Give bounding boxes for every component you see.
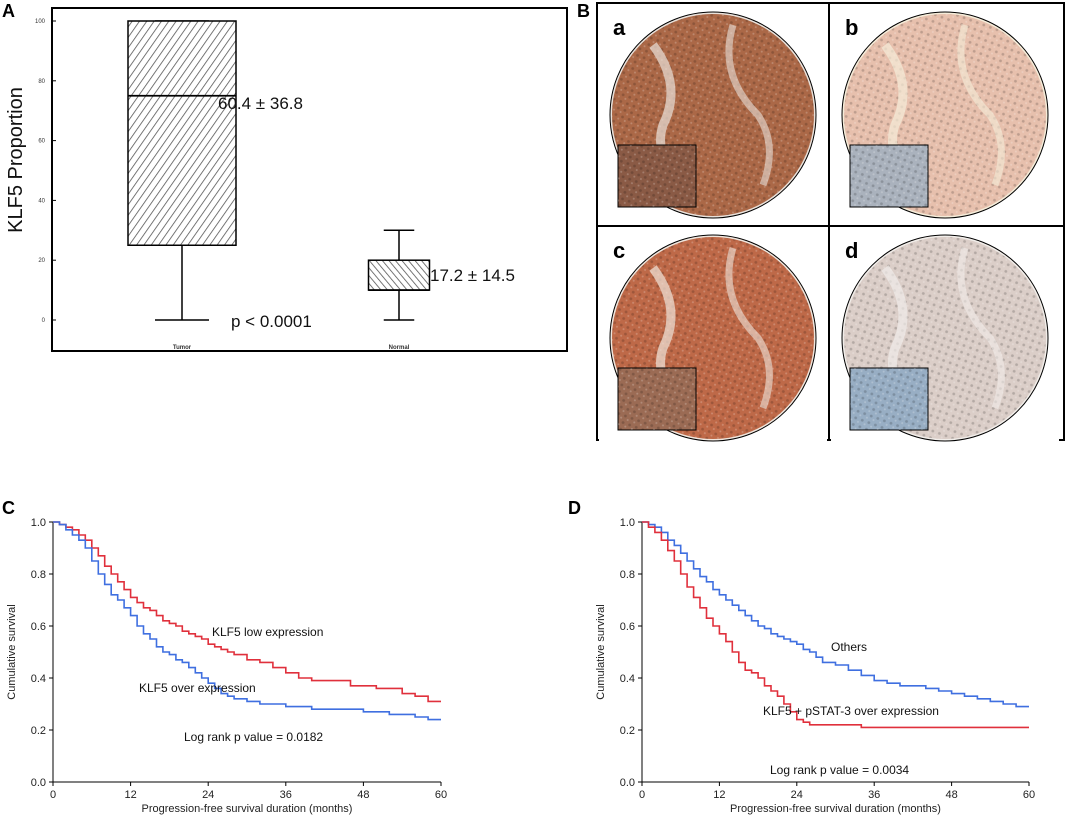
- panel-c-ytick-label: 0.4: [31, 673, 46, 685]
- box-annotation: 60.4 ± 36.8: [218, 94, 303, 113]
- panel-a-ytick-label: 40: [38, 198, 45, 204]
- panel-a-ytick-label: 80: [38, 79, 45, 85]
- panel-a-pvalue: p < 0.0001: [231, 312, 312, 331]
- box-category-label: Normal: [389, 345, 410, 351]
- ihc-label-c: c: [613, 238, 625, 263]
- panel-d-xtick-label: 36: [868, 789, 880, 801]
- ihc-stroma: [725, 246, 773, 410]
- panel-d-ytick-label: 0.0: [620, 777, 635, 789]
- panel-letter-a: A: [2, 1, 15, 21]
- ihc-label-d: d: [845, 238, 858, 263]
- panel-b-frame: [596, 2, 1065, 441]
- panel-c-series-klf5-low-expression: [53, 521, 441, 703]
- ihc-stroma: [957, 246, 1005, 410]
- panel-d-xtick-label: 0: [639, 789, 645, 801]
- panel-d-ytick-label: 1.0: [620, 517, 635, 529]
- panel-a-yaxis: 0 20 40 60 80 100: [35, 19, 56, 324]
- panel-c-label-over: KLF5 over expression: [139, 681, 256, 695]
- panel-c-xlabel: Progression-free survival duration (mont…: [142, 803, 353, 815]
- panel-d-series-others: [642, 521, 1029, 708]
- panel-c-ylabel: Cumulative survival: [6, 604, 18, 699]
- box-tumor: [127, 20, 237, 246]
- ihc-image-a: a: [599, 5, 827, 224]
- panel-d-label-others: Others: [831, 640, 867, 654]
- panel-a-ytick-label: 20: [38, 258, 45, 264]
- panel-d-xtick-label: 24: [791, 789, 803, 801]
- panel-c-xtick-label: 24: [202, 789, 214, 801]
- panel-c-xtick-label: 12: [124, 789, 136, 801]
- box-category-label: Tumor: [173, 345, 192, 351]
- panel-c-ytick-label: 0.6: [31, 621, 46, 633]
- panel-c-ytick-label: 0.2: [31, 725, 46, 737]
- ihc-stroma: [957, 23, 1005, 187]
- panel-d-ylabel: Cumulative survival: [595, 604, 607, 699]
- panel-c-ytick-label: 1.0: [31, 517, 46, 529]
- panel-c-chart: 0.0 0.2 0.4 0.6 0.8 1.0 0 12 24 36 48 60 Progression…: [6, 517, 447, 815]
- panel-c-ytick-label: 0.0: [31, 777, 46, 789]
- panel-letter-b: B: [577, 1, 590, 21]
- panel-c-series-klf5-over-expression: [53, 521, 441, 721]
- panel-a-ytick-label: 0: [42, 318, 46, 324]
- panel-d-ytick-label: 0.4: [620, 673, 635, 685]
- panel-a-boxes: 60.4 ± 36.8 Tumor 17.2 ± 14.5 Normal: [127, 20, 515, 351]
- ihc-image-d: d: [831, 228, 1059, 447]
- panel-c-logrank: Log rank p value = 0.0182: [184, 730, 323, 744]
- panel-a-ytick-label: 100: [35, 19, 46, 25]
- panel-d-ytick-label: 0.6: [620, 621, 635, 633]
- panel-d-xtick-label: 12: [713, 789, 725, 801]
- ihc-image-c: c: [599, 228, 827, 447]
- panel-letter-c: C: [2, 498, 15, 518]
- ihc-inset-texture: [618, 368, 696, 430]
- box-normal: [367, 259, 431, 291]
- ihc-label-a: a: [613, 15, 626, 40]
- ihc-inset-texture: [850, 145, 928, 207]
- ihc-stroma: [725, 23, 773, 187]
- panel-a-frame: [51, 7, 568, 352]
- panel-d-xtick-label: 48: [945, 789, 957, 801]
- panel-d-logrank: Log rank p value = 0.0034: [770, 763, 909, 777]
- panel-a-ylabel: KLF5 Proportion: [5, 87, 27, 233]
- panel-letter-d: D: [568, 498, 581, 518]
- panel-c-ytick-label: 0.8: [31, 569, 46, 581]
- panel-d-xtick-label: 60: [1023, 789, 1035, 801]
- panel-d-label-combo: KLF5 + pSTAT-3 over expression: [763, 704, 939, 718]
- panel-d-series-klf5-pstat-3-over-expression: [642, 521, 1029, 729]
- panel-c-xtick-label: 60: [435, 789, 447, 801]
- panel-d-ytick-label: 0.2: [620, 725, 635, 737]
- panel-b-images: a b c d: [599, 5, 1059, 447]
- panel-d-xlabel: Progression-free survival duration (mont…: [730, 803, 941, 815]
- panel-c-xtick-label: 0: [50, 789, 56, 801]
- box-annotation: 17.2 ± 14.5: [430, 266, 515, 285]
- ihc-image-b: b: [831, 5, 1059, 224]
- ihc-label-b: b: [845, 15, 858, 40]
- panel-a-ytick-label: 60: [38, 139, 45, 145]
- ihc-inset-texture: [618, 145, 696, 207]
- panel-c-xtick-label: 36: [280, 789, 292, 801]
- panel-d-chart: 0.0 0.2 0.4 0.6 0.8 1.0 0 12 24 36 48 60 Progression…: [595, 517, 1035, 815]
- panel-c-label-low: KLF5 low expression: [212, 625, 323, 639]
- panel-d-ytick-label: 0.8: [620, 569, 635, 581]
- ihc-inset-texture: [850, 368, 928, 430]
- panel-c-xtick-label: 48: [357, 789, 369, 801]
